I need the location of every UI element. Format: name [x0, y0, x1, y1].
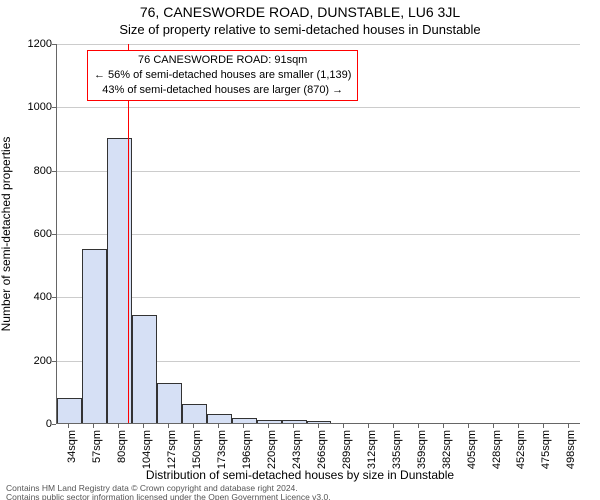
annotation-line-2: ← 56% of semi-detached houses are smalle…	[94, 68, 351, 83]
chart-title-primary: 76, CANESWORDE ROAD, DUNSTABLE, LU6 3JL	[0, 4, 600, 20]
y-tick-label: 200	[12, 355, 52, 367]
plot-area: 76 CANESWORDE ROAD: 91sqm← 56% of semi-d…	[56, 44, 580, 424]
x-tick-mark	[443, 424, 444, 428]
x-tick-mark	[493, 424, 494, 428]
histogram-bar	[132, 315, 157, 423]
x-axis-label: Distribution of semi-detached houses by …	[0, 468, 600, 482]
grid-line	[57, 171, 580, 172]
x-tick-mark	[143, 424, 144, 428]
y-tick-label: 1200	[12, 38, 52, 50]
chart-title-secondary: Size of property relative to semi-detach…	[0, 22, 600, 37]
x-tick-mark	[168, 424, 169, 428]
y-tick-mark	[52, 107, 56, 108]
y-tick-label: 800	[12, 165, 52, 177]
histogram-bar	[307, 421, 332, 423]
histogram-bar	[207, 414, 232, 424]
y-tick-mark	[52, 171, 56, 172]
grid-line	[57, 44, 580, 45]
y-tick-label: 0	[12, 418, 52, 430]
y-tick-mark	[52, 44, 56, 45]
histogram-bar	[182, 404, 207, 423]
annotation-box: 76 CANESWORDE ROAD: 91sqm← 56% of semi-d…	[87, 50, 358, 101]
histogram-bar	[232, 418, 257, 423]
y-tick-mark	[52, 424, 56, 425]
x-tick-mark	[393, 424, 394, 428]
histogram-bar	[282, 420, 307, 423]
footer: Contains HM Land Registry data © Crown c…	[6, 484, 596, 500]
x-tick-mark	[68, 424, 69, 428]
y-tick-mark	[52, 361, 56, 362]
x-tick-mark	[318, 424, 319, 428]
x-tick-mark	[368, 424, 369, 428]
histogram-bar	[257, 420, 282, 423]
annotation-line-1: 76 CANESWORDE ROAD: 91sqm	[94, 53, 351, 68]
grid-line	[57, 234, 580, 235]
y-tick-label: 1000	[12, 101, 52, 113]
histogram-bar	[157, 383, 182, 423]
x-tick-mark	[93, 424, 94, 428]
x-tick-mark	[193, 424, 194, 428]
chart-container: 76, CANESWORDE ROAD, DUNSTABLE, LU6 3JL …	[0, 0, 600, 500]
grid-line	[57, 107, 580, 108]
x-tick-mark	[268, 424, 269, 428]
x-tick-mark	[518, 424, 519, 428]
y-tick-label: 400	[12, 291, 52, 303]
reference-line	[128, 44, 129, 423]
y-tick-mark	[52, 234, 56, 235]
x-tick-mark	[343, 424, 344, 428]
y-tick-mark	[52, 297, 56, 298]
x-tick-mark	[468, 424, 469, 428]
x-tick-mark	[118, 424, 119, 428]
y-tick-label: 600	[12, 228, 52, 240]
x-tick-mark	[293, 424, 294, 428]
histogram-bar	[82, 249, 107, 423]
x-tick-mark	[568, 424, 569, 428]
grid-line	[57, 297, 580, 298]
x-tick-mark	[543, 424, 544, 428]
x-tick-mark	[243, 424, 244, 428]
histogram-bar	[57, 398, 82, 423]
annotation-line-3: 43% of semi-detached houses are larger (…	[94, 83, 351, 98]
footer-line-2: Contains public sector information licen…	[6, 493, 596, 500]
x-tick-mark	[218, 424, 219, 428]
x-tick-mark	[418, 424, 419, 428]
